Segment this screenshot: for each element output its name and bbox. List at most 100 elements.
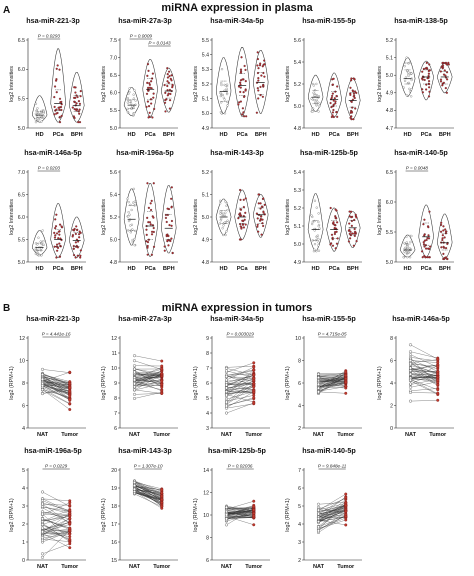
data-point bbox=[349, 237, 352, 240]
data-point bbox=[147, 206, 150, 209]
y-axis-label: log2 (RPM+1) bbox=[101, 366, 107, 400]
data-point bbox=[425, 66, 428, 69]
pair-line bbox=[134, 480, 162, 492]
pair-line bbox=[410, 371, 438, 385]
data-point bbox=[317, 212, 320, 215]
y-tick-label: 6.5 bbox=[386, 170, 393, 176]
pair-line bbox=[42, 379, 70, 395]
data-point bbox=[332, 115, 335, 119]
nat-point bbox=[133, 359, 136, 363]
data-point bbox=[352, 118, 355, 121]
data-point bbox=[220, 83, 223, 87]
y-tick-label: 7.5 bbox=[110, 38, 117, 44]
pair-line bbox=[226, 385, 254, 405]
tumor-point bbox=[252, 376, 256, 380]
data-point bbox=[410, 72, 413, 75]
data-point bbox=[72, 228, 75, 231]
pair-line bbox=[318, 382, 346, 387]
violin-hd bbox=[215, 57, 232, 114]
pair-line bbox=[410, 351, 438, 359]
tumor-point bbox=[160, 367, 164, 371]
data-point bbox=[239, 223, 242, 226]
pair-line bbox=[410, 369, 438, 373]
data-point bbox=[237, 85, 241, 88]
data-point bbox=[441, 64, 445, 67]
y-tick-label: 5.5 bbox=[110, 108, 117, 114]
chart-panel-a-6: hsa-miR-196a-5p 4.8 5.0 5.2 5.4 5.6 log2 Inten… bbox=[101, 148, 178, 272]
tumor-point bbox=[344, 495, 348, 499]
violin-pca bbox=[418, 60, 434, 101]
data-point bbox=[58, 255, 61, 258]
data-point bbox=[312, 250, 316, 253]
pair-line bbox=[226, 507, 254, 510]
pair-line bbox=[318, 517, 346, 529]
tumor-point bbox=[68, 546, 72, 550]
p-value-label: P = 0.0009 bbox=[130, 34, 153, 39]
p-value-label: P = 0.0293 bbox=[38, 34, 61, 39]
pair-line bbox=[42, 513, 70, 516]
y-tick-label: 5.6 bbox=[110, 170, 117, 176]
data-point bbox=[329, 206, 332, 210]
data-point bbox=[241, 219, 244, 222]
y-tick-label: 3 bbox=[206, 426, 209, 432]
data-point bbox=[239, 188, 242, 192]
y-tick-label: 5.4 bbox=[294, 60, 301, 66]
p-value-label: P = 0.02036 bbox=[228, 464, 253, 469]
tumor-point bbox=[160, 379, 164, 383]
pair-line bbox=[410, 363, 438, 375]
data-point bbox=[244, 68, 247, 71]
data-point bbox=[259, 62, 262, 65]
y-tick-label: 5.0 bbox=[386, 73, 393, 79]
pair-line bbox=[42, 385, 70, 392]
data-point bbox=[256, 223, 259, 226]
data-point bbox=[348, 232, 351, 235]
data-point bbox=[226, 209, 229, 212]
y-tick-label: 5.1 bbox=[202, 96, 209, 102]
pair-line bbox=[226, 510, 254, 513]
panel-title: hsa-miR-221-3p bbox=[26, 314, 80, 323]
pair-lines bbox=[318, 493, 346, 533]
data-point bbox=[78, 108, 81, 111]
data-point bbox=[54, 227, 57, 230]
data-point bbox=[347, 240, 351, 243]
y-tick-label: 0 bbox=[22, 558, 25, 564]
tumor-point bbox=[344, 514, 348, 518]
data-point bbox=[77, 100, 81, 103]
data-point bbox=[317, 225, 320, 228]
pair-line bbox=[42, 528, 70, 533]
violin-hd bbox=[307, 193, 324, 252]
data-point bbox=[443, 69, 446, 72]
x-tick-label: NAT bbox=[405, 432, 417, 438]
x-tick-label: HD bbox=[220, 266, 228, 272]
data-point bbox=[317, 238, 320, 241]
data-point bbox=[152, 216, 155, 219]
pair-line bbox=[410, 392, 438, 394]
pair-line bbox=[42, 525, 70, 534]
data-point bbox=[405, 241, 408, 244]
y-tick-label: 14 bbox=[203, 468, 209, 474]
data-point bbox=[37, 248, 40, 251]
data-point bbox=[261, 84, 265, 87]
data-point bbox=[429, 245, 432, 248]
pair-line bbox=[410, 360, 438, 363]
section-b-letter: B bbox=[3, 303, 10, 314]
tumor-point bbox=[436, 383, 440, 387]
pair-line bbox=[134, 482, 162, 500]
data-point bbox=[352, 244, 355, 247]
pair-line bbox=[134, 369, 162, 374]
data-point bbox=[42, 243, 45, 246]
data-point bbox=[151, 77, 154, 80]
data-point bbox=[131, 238, 134, 242]
pair-line bbox=[318, 379, 346, 382]
x-tick-label: BPH bbox=[347, 266, 359, 272]
pair-line bbox=[226, 391, 254, 408]
data-point bbox=[151, 72, 154, 75]
data-point bbox=[152, 230, 155, 234]
data-point bbox=[239, 100, 242, 103]
data-point bbox=[444, 87, 447, 90]
data-point bbox=[220, 217, 223, 221]
pair-line bbox=[410, 357, 438, 362]
data-point bbox=[72, 115, 75, 118]
pair-line bbox=[134, 377, 162, 385]
data-point bbox=[311, 222, 314, 226]
